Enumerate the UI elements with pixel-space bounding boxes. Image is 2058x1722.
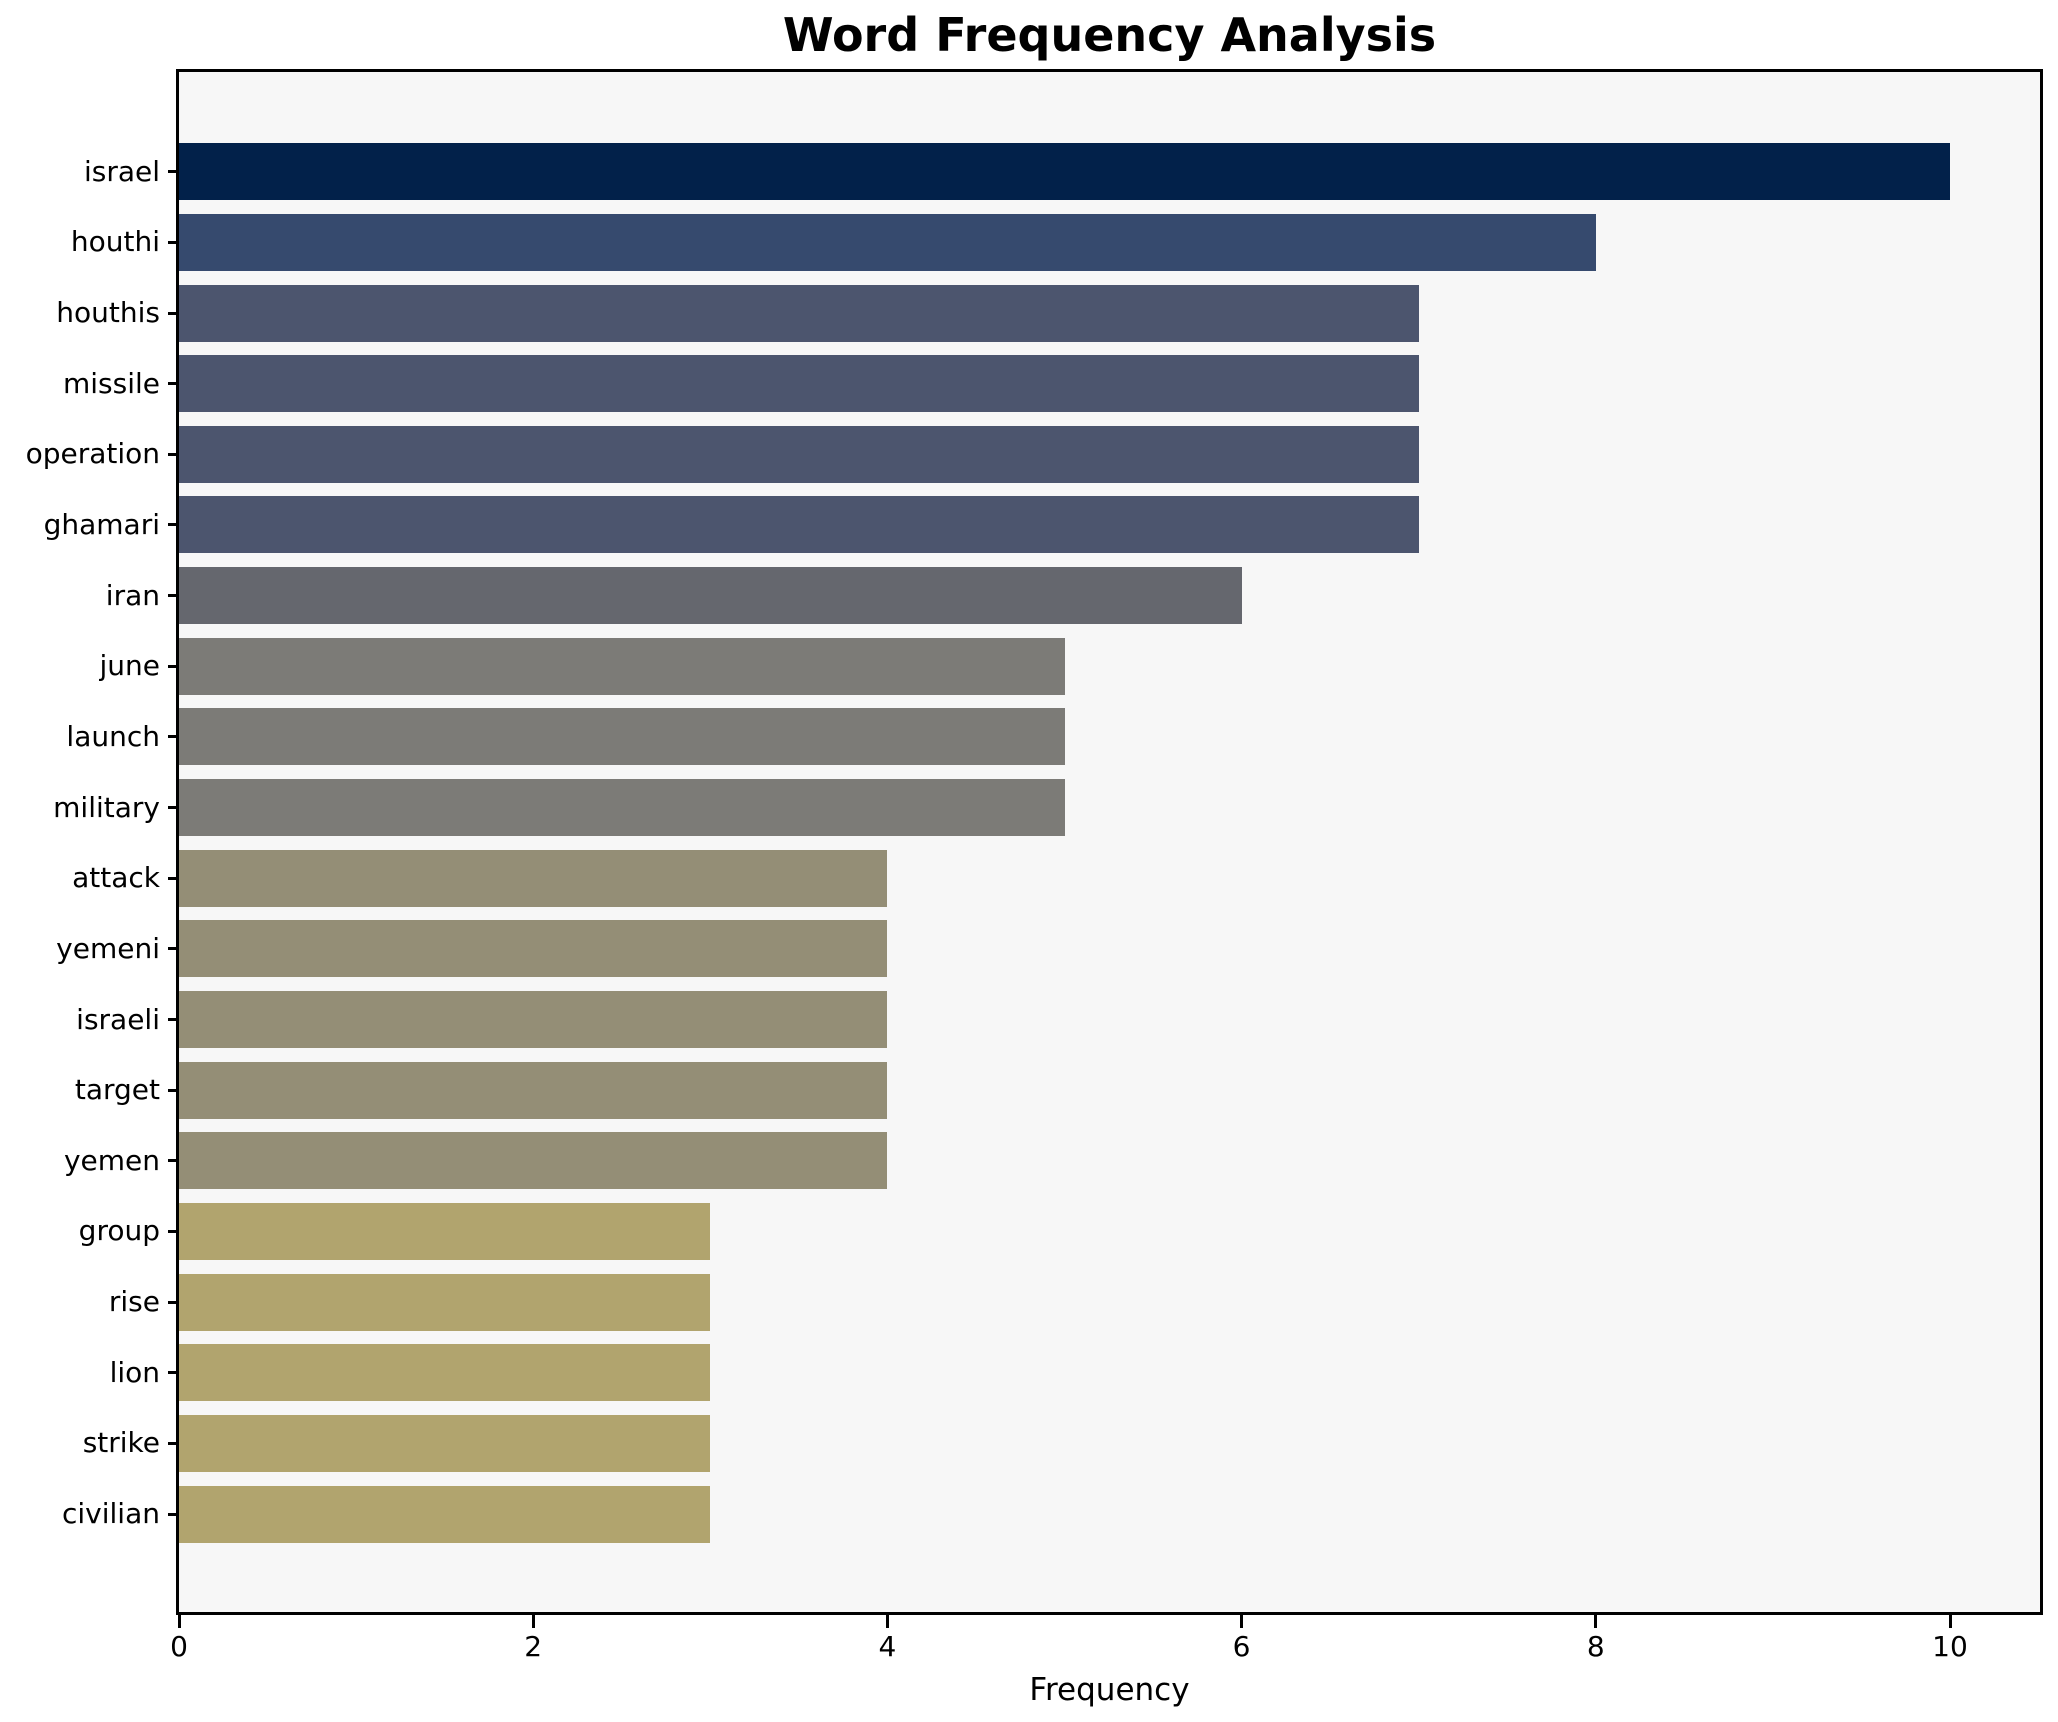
chart-title: Word Frequency Analysis	[782, 8, 1437, 62]
bar-launch	[179, 708, 1065, 766]
category-label-houthis: houthis	[56, 296, 160, 329]
bar-houthi	[179, 213, 1596, 271]
y-tick	[168, 170, 179, 174]
bars-layer	[179, 72, 2040, 1612]
bar-yemeni	[179, 920, 888, 978]
x-tick	[531, 1615, 535, 1628]
y-tick	[168, 523, 179, 527]
category-label-civilian: civilian	[62, 1497, 160, 1531]
y-tick	[168, 1088, 179, 1092]
y-tick	[168, 664, 179, 668]
y-tick	[168, 1300, 179, 1304]
x-tick-label: 2	[524, 1630, 543, 1663]
y-tick	[168, 947, 179, 951]
y-tick	[168, 1441, 179, 1445]
category-label-rise: rise	[108, 1285, 160, 1319]
y-tick	[168, 876, 179, 880]
x-tick-label: 0	[170, 1630, 188, 1663]
y-tick	[168, 1018, 179, 1021]
y-tick	[168, 594, 179, 598]
bar-ghamari	[179, 496, 1419, 554]
category-label-ghamari: ghamari	[43, 507, 160, 541]
x-tick	[1594, 1615, 1598, 1628]
bar-lion	[179, 1344, 711, 1402]
category-label-strike: strike	[82, 1426, 160, 1460]
category-label-houthi: houthi	[70, 225, 160, 259]
y-tick	[168, 1512, 179, 1516]
y-tick	[168, 311, 179, 315]
category-label-june: june	[99, 649, 161, 683]
y-tick	[168, 452, 179, 456]
category-label-attack: attack	[72, 861, 160, 895]
y-tick	[168, 1371, 179, 1375]
category-label-group: group	[78, 1214, 160, 1248]
bar-yemen	[179, 1132, 888, 1190]
bar-israeli	[179, 991, 888, 1048]
category-label-israel: israel	[83, 154, 160, 188]
category-label-iran: iran	[105, 578, 160, 612]
category-label-lion: lion	[109, 1355, 160, 1389]
bar-strike	[179, 1414, 711, 1472]
bar-iran	[179, 567, 1242, 625]
bar-israel	[179, 143, 1950, 201]
x-axis-label: Frequency	[1029, 1672, 1190, 1708]
bar-group	[179, 1202, 711, 1260]
x-tick	[1240, 1615, 1244, 1628]
bar-june	[179, 637, 1065, 695]
x-tick-label: 4	[878, 1630, 897, 1663]
x-tick-label: 10	[1932, 1630, 1968, 1663]
x-axis-ticks	[179, 72, 2040, 1612]
category-label-launch: launch	[66, 719, 160, 753]
category-label-target: target	[74, 1073, 160, 1107]
bar-military	[179, 779, 1065, 837]
category-label-operation: operation	[25, 437, 160, 471]
y-tick	[168, 806, 179, 810]
bar-rise	[179, 1273, 711, 1331]
y-tick	[168, 735, 179, 739]
bar-attack	[179, 849, 888, 907]
category-label-yemen: yemen	[63, 1143, 160, 1177]
bar-missile	[179, 355, 1419, 413]
category-label-israeli: israeli	[76, 1002, 160, 1036]
x-tick-label: 8	[1586, 1630, 1605, 1663]
x-tick	[885, 1615, 889, 1628]
bar-target	[179, 1061, 888, 1119]
y-tick	[168, 240, 179, 244]
x-tick	[177, 1615, 181, 1628]
y-tick	[168, 1159, 179, 1163]
y-tick	[168, 382, 179, 386]
y-tick	[168, 1229, 179, 1233]
bar-civilian	[179, 1485, 711, 1543]
category-label-yemeni: yemeni	[56, 931, 160, 965]
category-label-missile: missile	[62, 366, 160, 400]
category-label-military: military	[53, 790, 160, 824]
bar-houthis	[179, 284, 1419, 342]
bar-operation	[179, 425, 1419, 483]
x-tick	[1948, 1615, 1952, 1628]
x-tick-label: 6	[1232, 1630, 1251, 1663]
